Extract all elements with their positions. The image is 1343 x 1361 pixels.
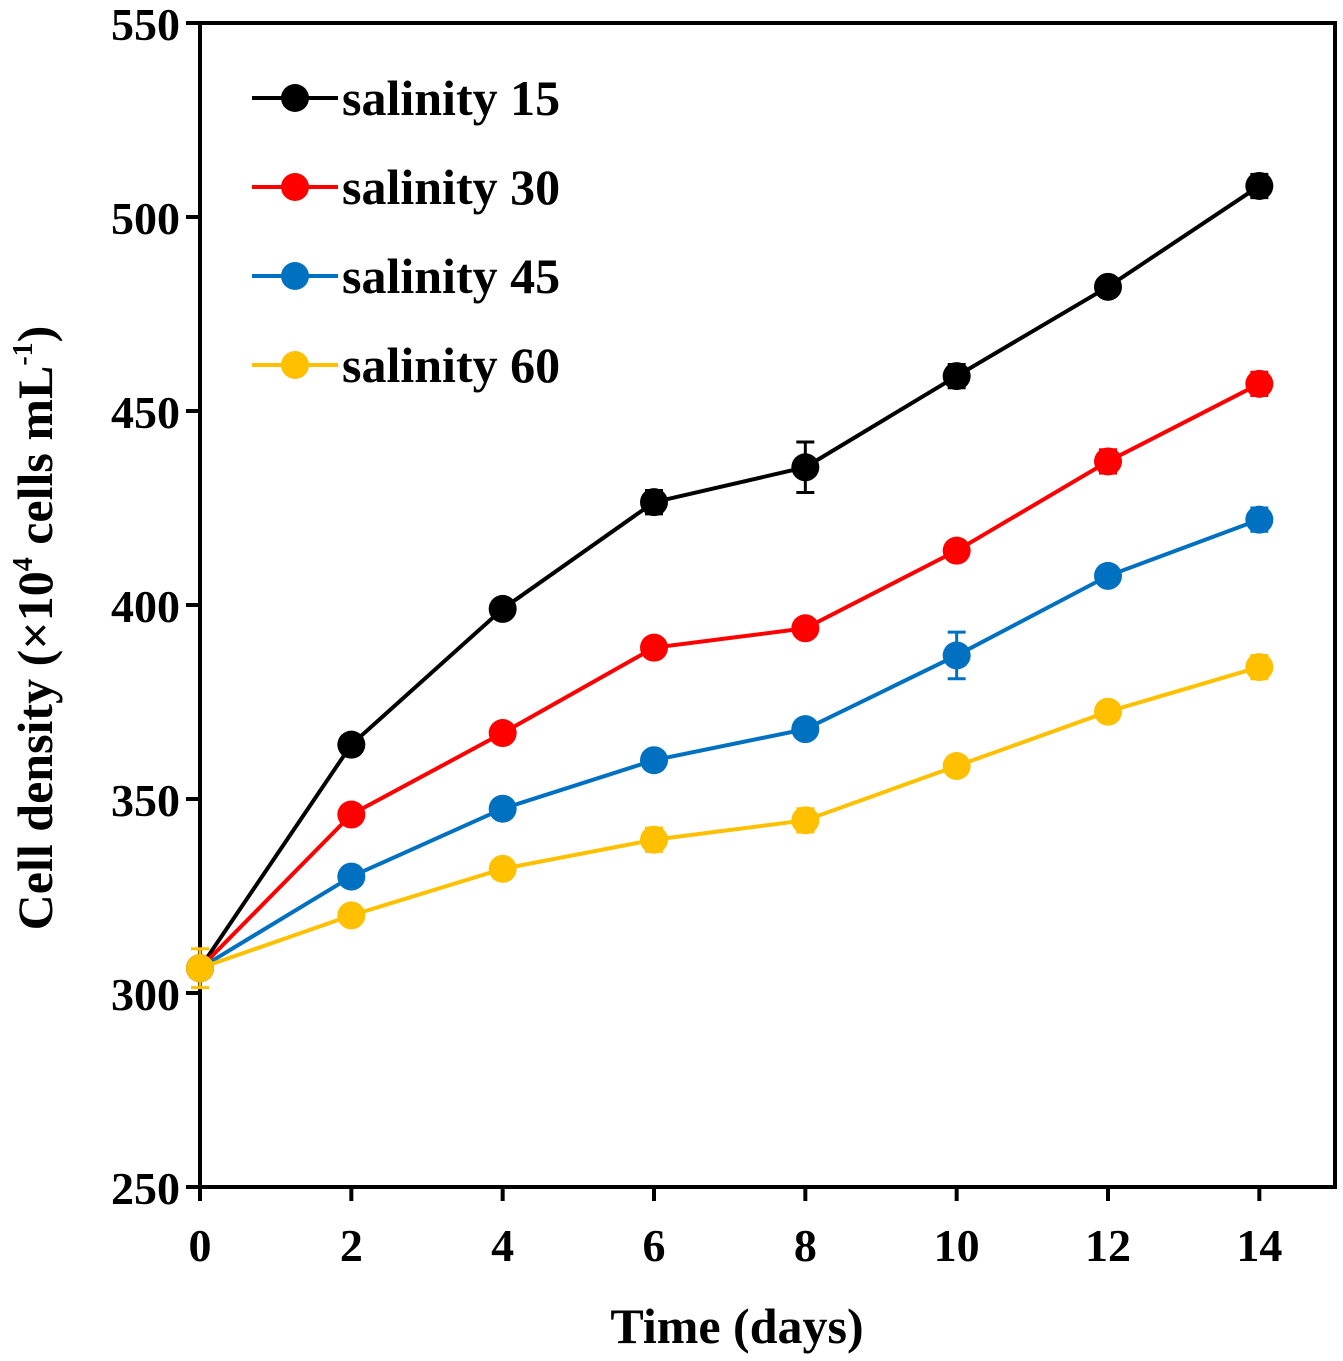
data-point [488,719,517,748]
legend-marker [281,351,309,379]
series-salinity-60 [186,653,1274,990]
series-line [198,517,1261,970]
data-point [488,854,517,883]
data-point [1094,447,1122,476]
x-tick-label: 10 [934,1220,980,1271]
legend-item: salinity 15 [252,70,560,126]
legend-marker [281,84,309,112]
x-axis-label: Time (days) [610,1298,863,1354]
data-point [337,730,366,759]
series-group [186,171,1274,990]
legend-item: salinity 60 [252,337,560,393]
y-label-main: Cell density (×10 [7,571,63,930]
data-point [337,901,366,930]
y-tick-label: 550 [111,0,180,50]
data-point [791,806,820,835]
x-tick-label: 4 [491,1220,514,1271]
data-point [1094,697,1122,726]
x-tick-label: 0 [189,1220,212,1271]
legend-marker [281,173,309,201]
data-point [640,633,668,662]
legend-marker [281,262,309,290]
y-label-sup1: 4 [8,557,39,571]
data-point [488,594,517,623]
y-tick-label: 250 [111,1163,180,1214]
data-point [791,614,820,643]
legend-item: salinity 30 [252,159,560,215]
data-point [1245,505,1274,534]
y-tick-label: 350 [111,775,180,826]
data-point [337,862,366,891]
data-point [488,794,517,823]
x-tick-label: 8 [794,1220,817,1271]
data-point [640,488,668,517]
data-point [942,752,971,781]
series-line [199,665,1260,971]
legend-item: salinity 45 [252,248,560,304]
legend-label: salinity 60 [342,337,560,393]
x-tick-label: 6 [643,1220,666,1271]
data-point [1245,369,1274,398]
data-point [1094,561,1122,590]
data-point [1245,653,1274,682]
data-point [942,536,971,565]
series-line [198,184,1261,970]
data-point [942,641,971,670]
legend-label: salinity 45 [342,248,560,304]
axes: 250 300 350 400 450 500 550 0 2 4 6 8 10 12 14 [111,0,1337,1271]
y-tick-label: 400 [111,581,180,632]
y-label-mid: cells mL [7,366,63,558]
data-point [640,825,668,854]
legend-label: salinity 30 [342,159,560,215]
data-point [942,362,971,391]
legend: salinity 15 salinity 30 salinity 45 salinit… [252,70,560,393]
data-point [337,800,366,829]
series-salinity-45 [186,505,1274,983]
data-point [1245,171,1274,200]
x-tick-label: 14 [1236,1220,1282,1271]
y-label-end: ) [7,326,63,343]
y-axis-label: Cell density (×104 cells mL-1) [7,326,63,931]
x-tick-label: 12 [1085,1220,1131,1271]
data-point [186,954,214,983]
data-point [640,746,668,775]
y-tick-label: 500 [111,193,180,244]
y-tick-label: 450 [111,387,180,438]
legend-label: salinity 15 [342,70,560,126]
x-tick-label: 2 [340,1220,363,1271]
data-point [1094,272,1122,301]
y-label-sup2: -1 [8,342,39,365]
y-tick-label: 300 [111,969,180,1020]
data-point [791,715,820,744]
data-point [791,453,820,482]
series-line [198,382,1261,970]
